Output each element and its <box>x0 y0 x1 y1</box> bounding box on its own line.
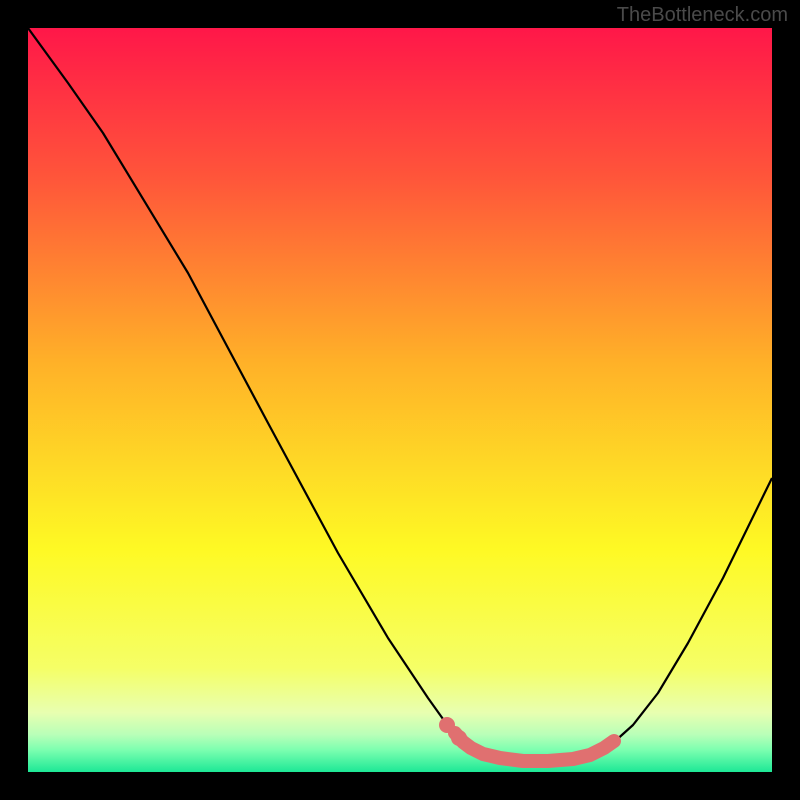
plot-area <box>28 28 772 772</box>
highlight-curve <box>455 733 614 761</box>
watermark-text: TheBottleneck.com <box>617 4 788 27</box>
highlight-dot <box>439 717 455 733</box>
highlight-dot <box>451 730 467 746</box>
main-curve <box>28 28 772 761</box>
chart-svg <box>28 28 772 772</box>
